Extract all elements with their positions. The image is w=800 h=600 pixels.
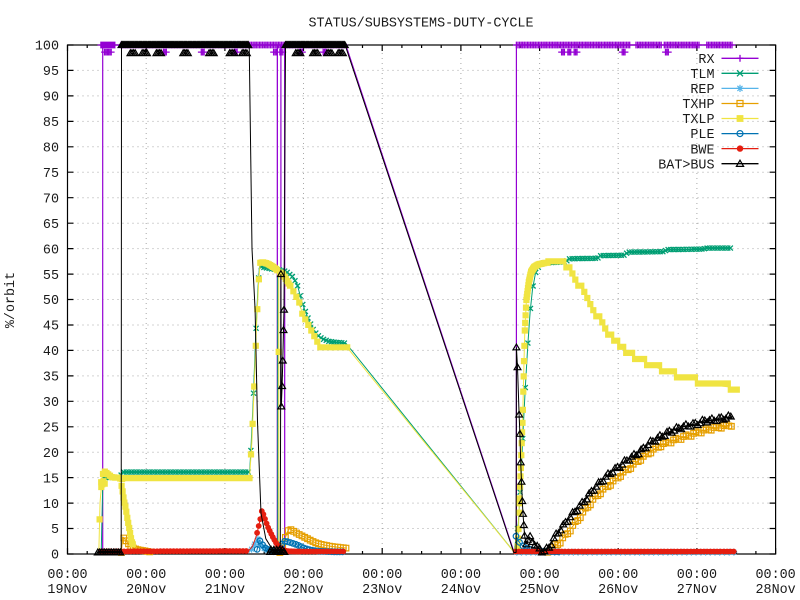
svg-text:24Nov: 24Nov — [441, 583, 481, 598]
svg-text:26Nov: 26Nov — [598, 583, 638, 598]
svg-text:25: 25 — [43, 421, 59, 436]
svg-text:35: 35 — [43, 371, 59, 386]
svg-text:00:00: 00:00 — [441, 568, 481, 583]
svg-text:23Nov: 23Nov — [362, 583, 402, 598]
svg-text:55: 55 — [43, 269, 59, 284]
svg-text:45: 45 — [43, 320, 59, 335]
svg-text:5: 5 — [51, 523, 59, 538]
svg-text:10: 10 — [43, 498, 59, 513]
svg-text:19Nov: 19Nov — [47, 583, 87, 598]
svg-text:00:00: 00:00 — [47, 568, 87, 583]
svg-text:27Nov: 27Nov — [677, 583, 717, 598]
svg-text:00:00: 00:00 — [598, 568, 638, 583]
svg-text:30: 30 — [43, 396, 59, 411]
svg-text:21Nov: 21Nov — [205, 583, 245, 598]
svg-text:00:00: 00:00 — [756, 568, 796, 583]
svg-text:TXHP: TXHP — [682, 98, 714, 113]
svg-text:TXLP: TXLP — [682, 113, 714, 128]
svg-text:00:00: 00:00 — [520, 568, 560, 583]
svg-text:95: 95 — [43, 65, 59, 80]
svg-text:TLM: TLM — [690, 68, 714, 83]
svg-text:65: 65 — [43, 218, 59, 233]
svg-text:50: 50 — [43, 294, 59, 309]
svg-text:90: 90 — [43, 91, 59, 106]
svg-text:60: 60 — [43, 243, 59, 258]
svg-text:75: 75 — [43, 167, 59, 182]
svg-text:00:00: 00:00 — [205, 568, 245, 583]
svg-text:BWE: BWE — [690, 143, 714, 158]
svg-text:70: 70 — [43, 192, 59, 207]
svg-text:25Nov: 25Nov — [520, 583, 560, 598]
svg-text:0: 0 — [51, 549, 59, 564]
svg-text:28Nov: 28Nov — [756, 583, 796, 598]
svg-text:STATUS/SUBSYSTEMS-DUTY-CYCLE: STATUS/SUBSYSTEMS-DUTY-CYCLE — [309, 17, 534, 32]
svg-text:20: 20 — [43, 447, 59, 462]
svg-text:15: 15 — [43, 472, 59, 487]
svg-text:PLE: PLE — [690, 128, 714, 143]
svg-text:100: 100 — [35, 40, 59, 55]
svg-text:00:00: 00:00 — [126, 568, 166, 583]
svg-text:00:00: 00:00 — [677, 568, 717, 583]
svg-text:%/orbit: %/orbit — [4, 272, 19, 328]
svg-text:40: 40 — [43, 345, 59, 360]
svg-text:BAT>BUS: BAT>BUS — [658, 158, 714, 173]
svg-text:20Nov: 20Nov — [126, 583, 166, 598]
svg-text:85: 85 — [43, 116, 59, 131]
svg-text:22Nov: 22Nov — [283, 583, 323, 598]
svg-text:00:00: 00:00 — [362, 568, 402, 583]
svg-text:RX: RX — [698, 53, 714, 68]
svg-text:80: 80 — [43, 142, 59, 157]
svg-text:00:00: 00:00 — [283, 568, 323, 583]
svg-text:REP: REP — [690, 83, 714, 98]
